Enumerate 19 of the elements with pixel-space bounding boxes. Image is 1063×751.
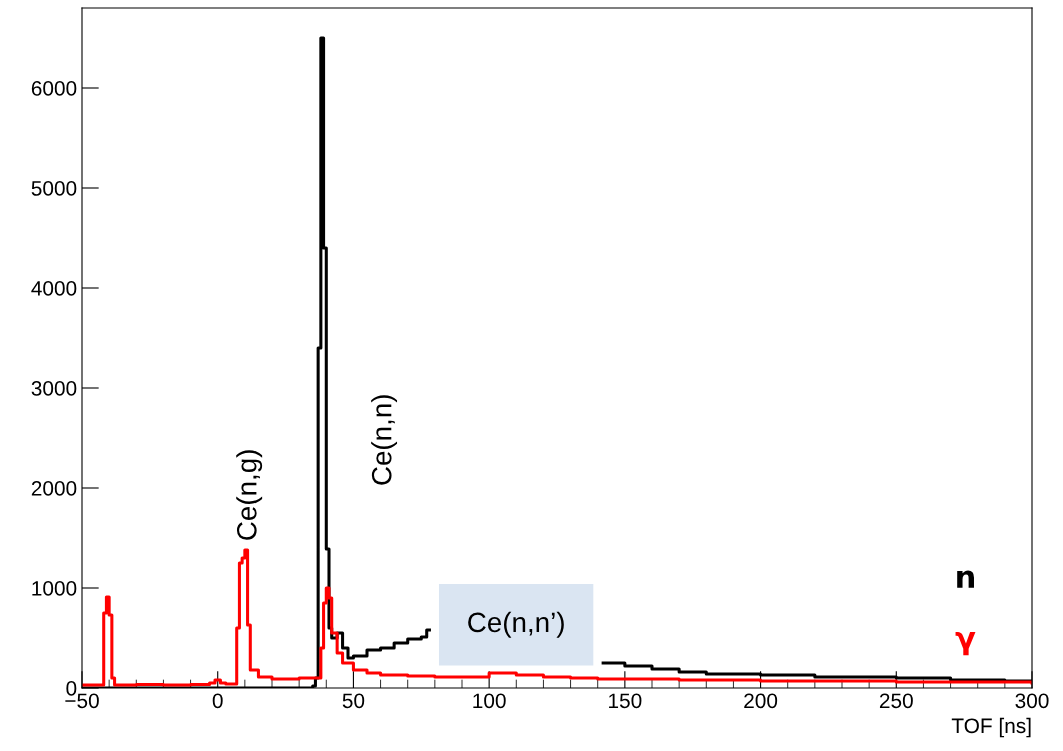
annotation: Ce(n,n’)	[468, 611, 564, 638]
y-tick-label: 5000	[31, 181, 77, 196]
x-tick-label: 250	[879, 693, 913, 709]
y-tick-label: 2000	[31, 481, 77, 496]
y-tick-label: 1000	[32, 581, 77, 596]
y-tick-label: 4000	[31, 281, 77, 296]
x-tick-label: 200	[744, 693, 778, 709]
x-tick-label: 300	[1015, 693, 1049, 709]
x-tick-label: 0	[212, 693, 223, 709]
x-tick-label: 100	[473, 693, 506, 709]
y-tick-label: 6000	[31, 81, 77, 96]
series-label: γ	[955, 632, 976, 656]
x-tick-label: 150	[609, 693, 642, 709]
annotation: Ce(n,n)	[371, 395, 398, 485]
y-tick-label: 3000	[31, 381, 77, 396]
x-axis-title: TOF [ns]	[951, 717, 1031, 738]
annotation: Ce(n,g)	[236, 450, 263, 540]
text: n	[957, 570, 974, 588]
x-tick-label: 50	[342, 693, 365, 709]
